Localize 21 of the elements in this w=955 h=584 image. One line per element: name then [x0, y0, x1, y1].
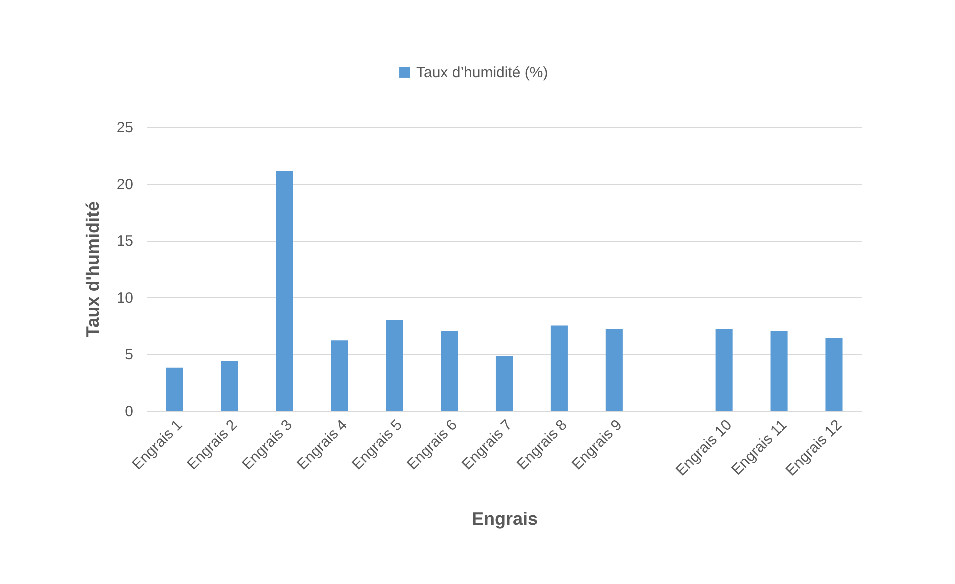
y-tick-label: 5	[125, 346, 134, 364]
bar	[550, 326, 568, 411]
bar	[441, 331, 458, 411]
bar	[166, 368, 184, 411]
y-tick-label: 10	[116, 290, 134, 307]
y-axis-title: Taux d'humidité	[82, 202, 103, 338]
x-axis-title: Engrais	[472, 508, 538, 529]
bar	[276, 171, 294, 411]
bar	[386, 320, 404, 411]
legend-label: Taux d’humidité (%)	[416, 64, 548, 82]
bar	[606, 329, 623, 411]
y-tick-label: 15	[116, 233, 134, 250]
bar	[496, 356, 514, 411]
bar	[826, 338, 843, 411]
y-tick-label: 0	[125, 404, 134, 420]
y-tick-label: 20	[116, 176, 134, 194]
bar	[331, 340, 348, 411]
bar	[716, 329, 733, 411]
bar	[221, 361, 238, 411]
y-tick-label: 25	[116, 120, 134, 136]
bar	[770, 331, 788, 411]
